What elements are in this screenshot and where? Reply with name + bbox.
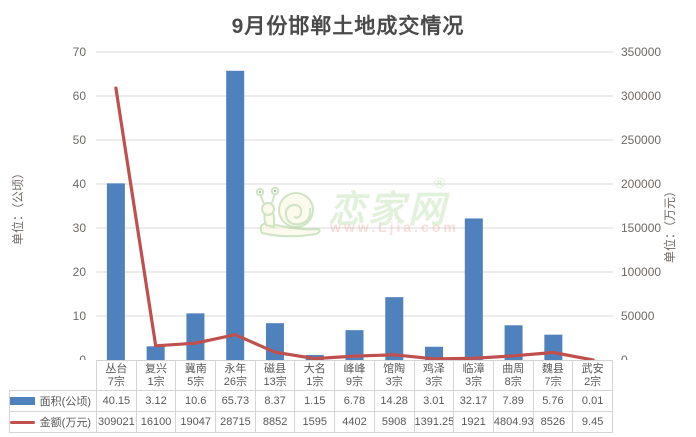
- amount-value-cell: 4804.93: [492, 411, 534, 433]
- area-value-cell: 10.6: [175, 390, 217, 412]
- area-bar: [464, 218, 483, 360]
- area-row: 面积(公顷) 40.15 3.12 10.6 65.73 8.37 1.15 6.78 14.…: [9, 390, 613, 412]
- category-header: 魏县 7宗: [532, 360, 574, 391]
- right-axis-tick-label: 100000: [621, 265, 661, 279]
- category-header: 大名 1宗: [294, 360, 336, 391]
- area-value-cell: 40.15: [96, 390, 137, 412]
- area-legend-swatch: [10, 397, 35, 405]
- amount-series-label: 金额(万元): [39, 417, 91, 429]
- category-header: 馆陶 3宗: [373, 360, 415, 391]
- left-axis-tick-label: 10: [73, 309, 87, 323]
- area-value-cell: 1.15: [294, 390, 336, 412]
- amount-value-cell: 1595: [294, 411, 336, 433]
- amount-value-cell: 1921: [453, 411, 494, 433]
- amount-row: 金额(万元) 309021 16100 19047 28715 8852 1595 4402…: [9, 411, 613, 433]
- area-value-cell: 3.01: [413, 390, 455, 412]
- amount-value-cell: 5908: [373, 411, 415, 433]
- category-header: 永年 26宗: [215, 360, 256, 391]
- left-axis-tick-label: 30: [73, 221, 87, 235]
- left-axis-tick-label: 40: [73, 177, 87, 191]
- chart-title: 9月份邯郸土地成交情况: [231, 15, 465, 38]
- data-table: 丛台 7宗 复兴 1宗 冀南 5宗 永年 26宗 磁县 13宗 大名 1宗 峰峰 9宗 馆陶 3宗 鸡泽 3宗 临漳…: [9, 360, 613, 433]
- category-header: 鸡泽 3宗: [413, 360, 455, 391]
- area-bar: [186, 313, 205, 360]
- amount-line: [114, 86, 595, 360]
- category-header: 磁县 13宗: [254, 360, 296, 391]
- area-bar: [106, 183, 125, 360]
- amount-value-cell: 8526: [532, 411, 574, 433]
- amount-value-cell: 28715: [215, 411, 256, 433]
- category-header: 丛台 7宗: [96, 360, 137, 391]
- amount-value-cell: 16100: [135, 411, 177, 433]
- category-header: 武安 2宗: [572, 360, 613, 391]
- area-bar: [385, 297, 404, 360]
- right-axis-tick-label: 0: [621, 353, 628, 360]
- amount-value-cell: 19047: [175, 411, 217, 433]
- right-axis-tick-label: 350000: [621, 45, 661, 59]
- category-header-row: 丛台 7宗 复兴 1宗 冀南 5宗 永年 26宗 磁县 13宗 大名 1宗 峰峰 9宗 馆陶 3宗 鸡泽 3宗 临漳…: [10, 360, 613, 391]
- area-bar: [345, 330, 364, 360]
- right-axis-tick-label: 150000: [621, 221, 661, 235]
- amount-legend-swatch: [10, 420, 35, 424]
- amount-value-cell: 1391.25: [413, 411, 455, 433]
- area-bar: [146, 346, 165, 360]
- area-bar: [226, 70, 245, 360]
- category-header: 冀南 5宗: [175, 360, 217, 391]
- left-axis-title: 单位：（公顷）: [10, 167, 25, 245]
- area-value-cell: 8.37: [254, 390, 296, 412]
- right-axis-tick-label: 50000: [621, 309, 655, 323]
- right-axis-tick-label: 250000: [621, 133, 661, 147]
- right-axis-tick-label: 200000: [621, 177, 661, 191]
- left-axis-tick-label: 0: [79, 353, 86, 360]
- area-value-cell: 14.28: [373, 390, 415, 412]
- area-bar: [425, 346, 444, 360]
- right-axis-title: 单位：（万元）: [662, 185, 677, 263]
- amount-value-cell: 309021: [96, 411, 137, 433]
- area-value-cell: 3.12: [135, 390, 177, 412]
- amount-value-cell: 9.45: [572, 411, 613, 433]
- left-axis-tick-label: 50: [73, 133, 87, 147]
- left-axis-tick-label: 20: [73, 265, 87, 279]
- area-legend-cell: 面积(公顷): [9, 390, 97, 412]
- category-header: 曲周 8宗: [492, 360, 534, 391]
- area-value-cell: 7.89: [492, 390, 534, 412]
- left-axis-tick-label: 70: [73, 45, 87, 59]
- area-value-cell: 5.76: [532, 390, 574, 412]
- table-corner-cell: [10, 361, 97, 391]
- area-value-cell: 6.78: [334, 390, 375, 412]
- category-header: 峰峰 9宗: [334, 360, 375, 391]
- plot-area: 0 10 20 30 40 50 60 70 0 50000 100000 150000 200000 2…: [10, 45, 677, 360]
- data-table-container: 丛台 7宗 复兴 1宗 冀南 5宗 永年 26宗 磁县 13宗 大名 1宗 峰峰 9宗 馆陶 3宗 鸡泽 3宗 临漳…: [9, 360, 613, 433]
- area-value-cell: 32.17: [453, 390, 494, 412]
- area-bar: [544, 334, 563, 360]
- area-bar: [504, 325, 523, 360]
- area-value-cell: 0.01: [572, 390, 613, 412]
- category-header: 复兴 1宗: [135, 360, 177, 391]
- area-series-label: 面积(公顷): [39, 396, 91, 408]
- left-axis-tick-label: 60: [73, 89, 87, 103]
- area-value-cell: 65.73: [215, 390, 256, 412]
- category-header: 临漳 3宗: [453, 360, 494, 391]
- amount-legend-cell: 金额(万元): [9, 411, 97, 433]
- right-axis-tick-label: 300000: [621, 89, 661, 103]
- amount-value-cell: 4402: [334, 411, 375, 433]
- amount-value-cell: 8852: [254, 411, 296, 433]
